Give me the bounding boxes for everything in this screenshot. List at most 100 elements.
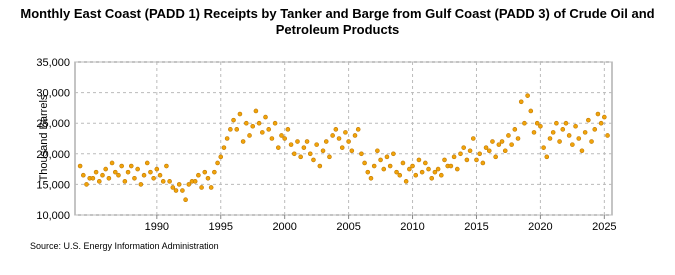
point [554, 120, 559, 126]
point [352, 133, 358, 138]
point [483, 145, 489, 150]
point [486, 148, 492, 154]
point [400, 160, 406, 166]
point [81, 172, 86, 178]
point [250, 123, 256, 129]
point [528, 108, 534, 114]
point [304, 139, 310, 144]
point [550, 130, 556, 135]
point [339, 145, 345, 150]
chart-title: Monthly East Coast (PADD 1) Receipts by … [20, 6, 655, 37]
point [499, 139, 505, 144]
y-tick-label: 30,000 [36, 88, 70, 100]
point [93, 169, 99, 175]
point [368, 175, 374, 181]
point [394, 169, 399, 175]
point [359, 151, 364, 157]
point [515, 136, 521, 141]
point [448, 163, 454, 169]
point [298, 154, 303, 160]
y-axis-title: Thousand Barrels [38, 94, 50, 181]
point [547, 136, 553, 141]
point [343, 130, 348, 135]
x-tick-label: 2010 [400, 221, 424, 233]
point [260, 130, 265, 135]
point [253, 108, 259, 114]
point [202, 169, 208, 175]
point [218, 154, 224, 160]
y-tick-label: 20,000 [36, 149, 70, 161]
point [426, 166, 431, 172]
point [263, 114, 268, 120]
point [176, 182, 182, 187]
point [346, 139, 351, 144]
point [579, 148, 585, 154]
point [544, 154, 550, 160]
point [570, 142, 575, 147]
point [269, 136, 275, 141]
point [231, 117, 236, 123]
point [266, 127, 272, 132]
point [135, 166, 140, 172]
point [112, 169, 118, 175]
point [442, 157, 447, 163]
point [435, 166, 441, 172]
point [407, 166, 412, 172]
point [387, 163, 393, 169]
point [301, 145, 307, 150]
point [512, 127, 518, 132]
point [490, 139, 495, 144]
x-tick-label: 2020 [528, 221, 552, 233]
point [416, 157, 422, 163]
y-tick-label: 35,000 [36, 57, 70, 69]
point [381, 166, 387, 172]
point [582, 130, 588, 135]
point [285, 127, 291, 132]
y-tick-label: 25,000 [36, 118, 70, 130]
point [119, 163, 124, 169]
point [592, 127, 598, 132]
point [323, 139, 329, 144]
point [375, 148, 380, 154]
point [534, 120, 540, 126]
point [106, 175, 112, 181]
point [154, 166, 160, 172]
point [419, 169, 425, 175]
point [295, 139, 300, 144]
point [215, 160, 220, 166]
point [279, 133, 284, 138]
point [493, 154, 498, 160]
point [355, 127, 361, 132]
point [451, 154, 457, 160]
point [320, 148, 326, 154]
x-tick-label: 2015 [464, 221, 488, 233]
point [96, 179, 102, 184]
point [109, 160, 115, 166]
point [474, 157, 479, 163]
point [151, 175, 156, 181]
point [458, 151, 463, 157]
point [317, 163, 323, 169]
point [180, 188, 185, 193]
point [403, 179, 409, 184]
source: Source: U.S. Energy Information Administ… [30, 241, 219, 251]
point [240, 139, 246, 144]
point [199, 185, 204, 190]
point [413, 172, 419, 178]
point [566, 133, 572, 138]
point [192, 179, 198, 184]
point [100, 172, 105, 178]
point [103, 166, 108, 172]
point [228, 127, 233, 132]
point [333, 127, 339, 132]
point [183, 197, 188, 202]
point [141, 172, 147, 178]
point [518, 99, 524, 105]
point [371, 163, 377, 169]
point [432, 169, 438, 175]
x-tick-label: 1990 [145, 221, 169, 233]
point [314, 142, 319, 147]
point [247, 133, 252, 138]
point [291, 151, 297, 157]
point [138, 182, 144, 187]
